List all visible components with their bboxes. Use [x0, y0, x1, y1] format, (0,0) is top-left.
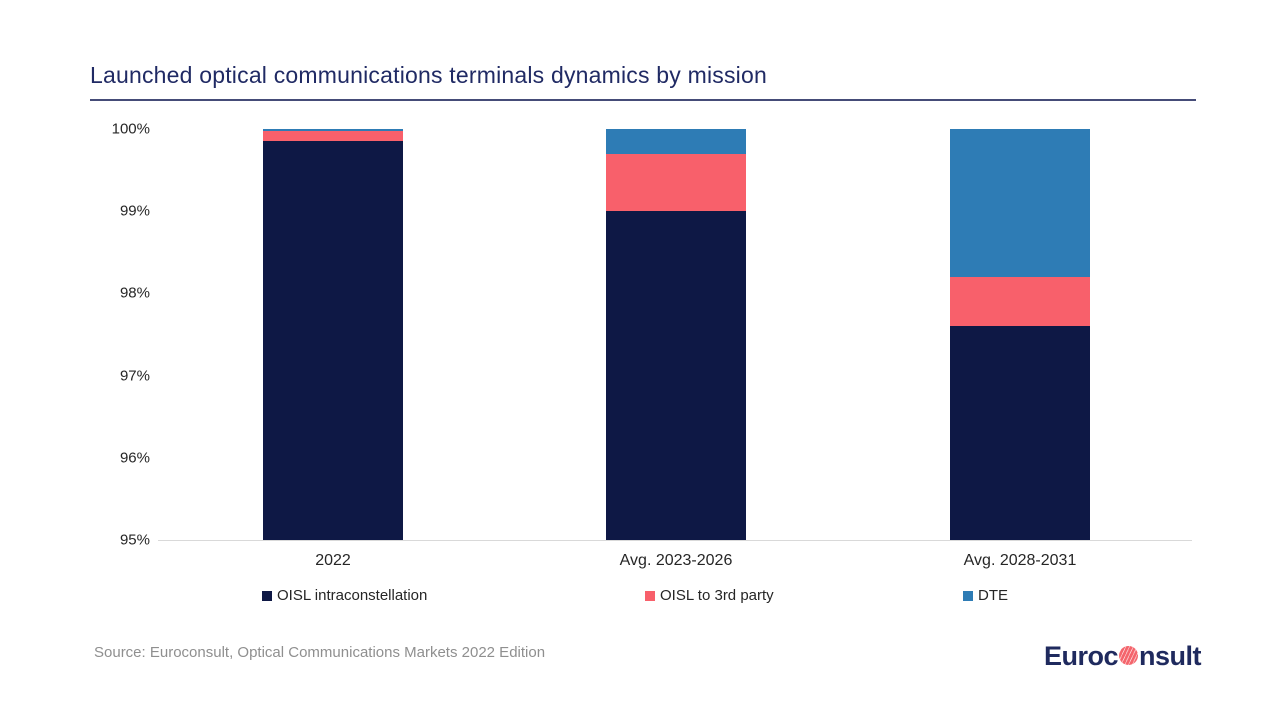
x-axis-category-label: 2022 [315, 552, 351, 569]
legend-swatch-icon [262, 590, 272, 601]
legend-item-oisl-intraconstellation: OISL intraconstellation [262, 587, 427, 604]
y-axis-tick-label: 97% [119, 367, 150, 385]
y-axis-tick-label: 95% [119, 531, 150, 549]
bar-segment-oisl-intraconstellation-2 [950, 326, 1090, 540]
bar-segment-oisl-intraconstellation-0 [263, 141, 403, 540]
source-caption: Source: Euroconsult, Optical Communicati… [94, 644, 546, 661]
bar-segment-dte-2 [950, 129, 1090, 277]
logo-globe-icon [1119, 646, 1138, 665]
x-axis-category-label: Avg. 2028-2031 [963, 552, 1077, 569]
y-axis-tick-label: 96% [119, 449, 150, 467]
euroconsult-logo: Euroc nsult [1043, 641, 1202, 672]
chart-title: Launched optical communications terminal… [90, 62, 767, 88]
legend-item-dte: DTE [963, 587, 1008, 604]
y-axis-tick-label: 100% [111, 120, 150, 138]
bar-segment-oisl-to-3rd-party-2 [950, 276, 1090, 327]
logo-text-left: Euroc [1043, 641, 1119, 671]
y-axis-tick-label: 98% [119, 284, 150, 302]
bar-segment-oisl-intraconstellation-1 [606, 211, 746, 540]
legend-swatch-icon [963, 590, 973, 601]
bar-segment-oisl-to-3rd-party-0 [263, 131, 403, 142]
title-underline [90, 99, 1196, 101]
legend-item-oisl-to-3rd-party: OISL to 3rd party [645, 587, 774, 604]
x-axis-line [158, 540, 1192, 541]
x-axis-category-label: Avg. 2023-2026 [619, 552, 733, 569]
y-axis-tick-label: 99% [119, 202, 150, 220]
legend-swatch-icon [645, 590, 655, 601]
bar-segment-dte-0 [263, 129, 403, 132]
bar-segment-dte-1 [606, 129, 746, 154]
legend-label: OISL to 3rd party [660, 587, 774, 604]
logo-text-right: nsult [1139, 641, 1202, 671]
legend-label: OISL intraconstellation [277, 587, 428, 604]
bar-segment-oisl-to-3rd-party-1 [606, 153, 746, 212]
legend-label: DTE [978, 587, 1008, 604]
